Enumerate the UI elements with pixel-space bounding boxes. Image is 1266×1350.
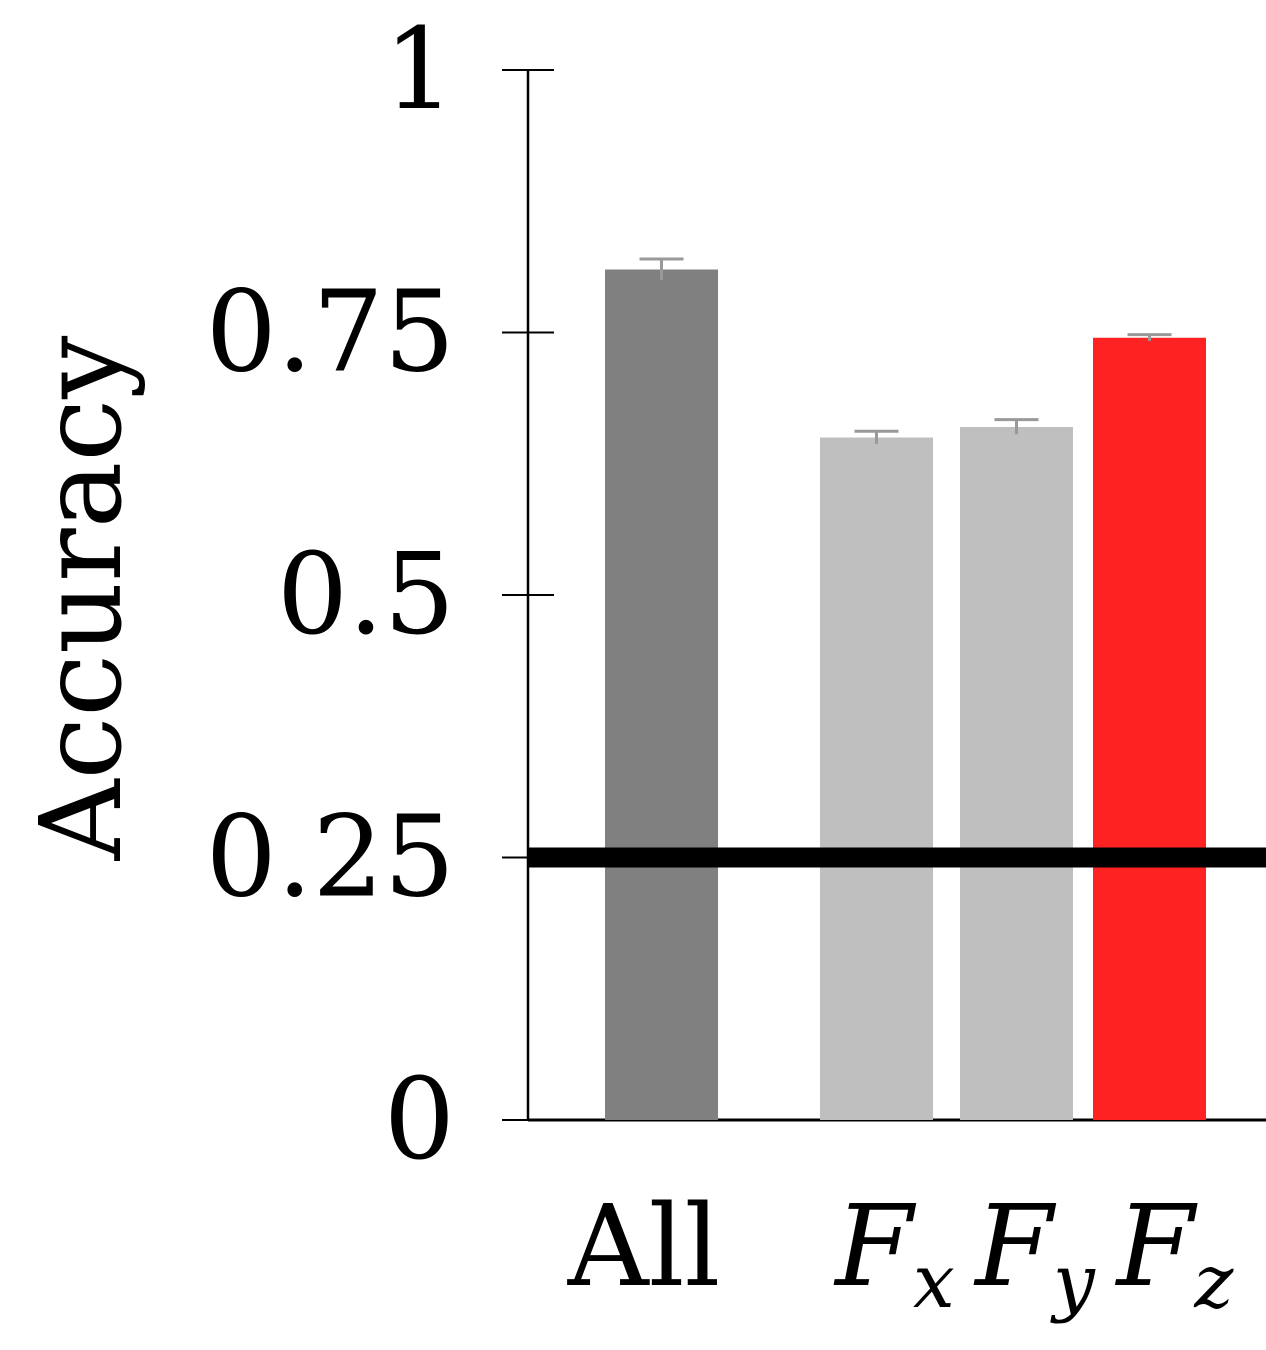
category-label-subscript: x [913,1239,955,1325]
category-label-fx: Fx [833,1182,954,1325]
category-label-main: F [833,1182,916,1312]
y-axis-label: Accuracy [17,336,147,862]
y-tick-label: 0 [384,1055,455,1185]
y-tick-label: 0.5 [277,530,455,660]
bar-fy [960,427,1073,1120]
category-label-fz: Fz [1115,1182,1235,1325]
bar-fz [1093,337,1206,1120]
y-tick-labels: 0 0.25 0.5 0.75 1 [206,5,455,1185]
category-label-subscript: y [1050,1239,1096,1325]
bar-all [605,269,718,1120]
category-labels: All Fx Fy Fz [567,1182,1235,1325]
y-tick-label: 0.75 [206,268,455,398]
category-label-main: F [973,1182,1056,1312]
y-tick-label: 1 [384,5,455,135]
bars [605,269,1206,1120]
category-label-fy: Fy [973,1182,1096,1325]
error-bars [639,257,1172,444]
y-axis [502,69,554,1121]
category-label-all: All [567,1182,721,1312]
bar-fx [820,437,933,1120]
category-label-main: F [1115,1182,1198,1312]
y-tick-label: 0.25 [206,793,455,923]
category-label-subscript: z [1193,1239,1234,1325]
